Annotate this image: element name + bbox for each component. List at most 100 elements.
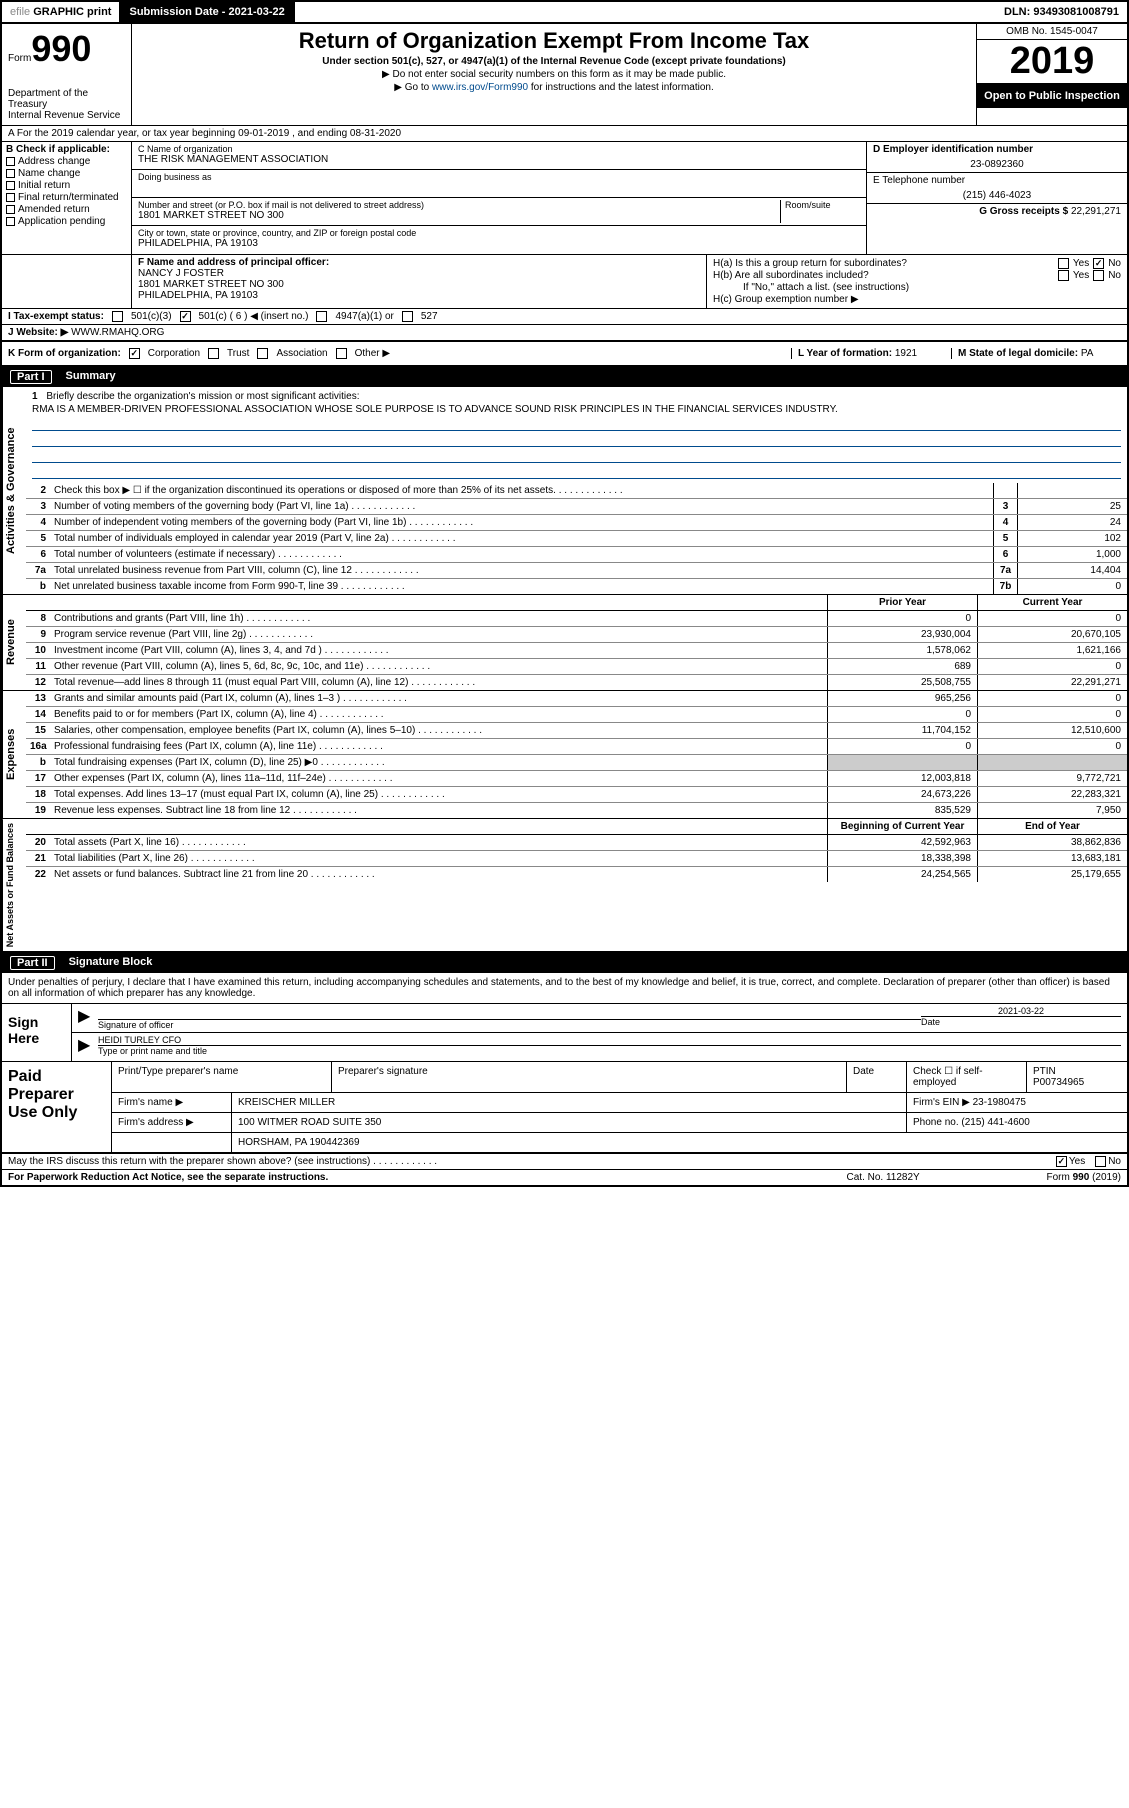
mission-text: RMA IS A MEMBER-DRIVEN PROFESSIONAL ASSO… xyxy=(32,404,1121,415)
officer-name: NANCY J FOSTER xyxy=(138,268,700,279)
k-assoc[interactable] xyxy=(257,348,268,359)
footer-right: Form 990 (2019) xyxy=(1047,1172,1121,1183)
header: Form990 Department of the Treasury Inter… xyxy=(2,24,1127,126)
chk-address[interactable]: Address change xyxy=(6,156,127,167)
mission-blank xyxy=(32,417,1121,431)
chk-amended[interactable]: Amended return xyxy=(6,204,127,215)
col-e: E Telephone number (215) 446-4023 xyxy=(867,173,1127,204)
expenses-section: Expenses 13Grants and similar amounts pa… xyxy=(2,691,1127,819)
current-year-hdr: Current Year xyxy=(977,595,1127,610)
hb-line: H(b) Are all subordinates included? Yes … xyxy=(713,270,1121,281)
mission-blank xyxy=(32,449,1121,463)
tax-year: 2019 xyxy=(977,40,1127,84)
k-other[interactable] xyxy=(336,348,347,359)
tax-501c[interactable]: ✓ xyxy=(180,311,191,322)
financial-line: bTotal fundraising expenses (Part IX, co… xyxy=(26,755,1127,771)
form-label: Form xyxy=(8,53,31,64)
ha-no[interactable]: ✓ xyxy=(1093,258,1104,269)
financial-line: 17Other expenses (Part IX, column (A), l… xyxy=(26,771,1127,787)
dln: DLN: 93493081008791 xyxy=(996,2,1127,22)
col-f: F Name and address of principal officer:… xyxy=(132,255,707,308)
ag-line: 3Number of voting members of the governi… xyxy=(26,499,1127,515)
c-name: C Name of organization THE RISK MANAGEME… xyxy=(132,142,866,170)
year-formed: 1921 xyxy=(895,348,917,359)
financial-line: 14Benefits paid to or for members (Part … xyxy=(26,707,1127,723)
ag-line: 4Number of independent voting members of… xyxy=(26,515,1127,531)
hb-no[interactable] xyxy=(1093,270,1104,281)
mission: 1 Briefly describe the organization's mi… xyxy=(26,387,1127,483)
financial-line: 21Total liabilities (Part X, line 26)18,… xyxy=(26,851,1127,867)
side-na: Net Assets or Fund Balances xyxy=(2,819,26,951)
col-b-empty xyxy=(2,255,132,308)
side-rev: Revenue xyxy=(2,595,26,690)
firm-name: KREISCHER MILLER xyxy=(232,1093,907,1112)
sig-declaration: Under penalties of perjury, I declare th… xyxy=(2,973,1127,1004)
side-ag: Activities & Governance xyxy=(2,387,26,594)
financial-line: 19Revenue less expenses. Subtract line 1… xyxy=(26,803,1127,818)
discuss-yes[interactable]: ✓ xyxy=(1056,1156,1067,1167)
sig-date: 2021-03-22 xyxy=(921,1006,1121,1017)
open-public: Open to Public Inspection xyxy=(977,84,1127,108)
header-right: OMB No. 1545-0047 2019 Open to Public In… xyxy=(977,24,1127,125)
efile-label: efile GRAPHIC print xyxy=(2,2,121,22)
website: WWW.RMAHQ.ORG xyxy=(71,327,164,338)
firm-city: HORSHAM, PA 190442369 xyxy=(232,1133,1127,1152)
col-b: B Check if applicable: Address change Na… xyxy=(2,142,132,254)
footer: For Paperwork Reduction Act Notice, see … xyxy=(2,1170,1127,1185)
sign-here-label: Sign Here xyxy=(2,1004,72,1061)
prep-row-3: Firm's address ▶ 100 WITMER ROAD SUITE 3… xyxy=(112,1113,1127,1133)
prior-year-hdr: Prior Year xyxy=(827,595,977,610)
activities-governance: Activities & Governance 1 Briefly descri… xyxy=(2,387,1127,595)
dept-treasury: Department of the Treasury Internal Reve… xyxy=(8,88,125,121)
tax-4947[interactable] xyxy=(316,311,327,322)
financial-line: 9Program service revenue (Part VIII, lin… xyxy=(26,627,1127,643)
phone: (215) 446-4023 xyxy=(873,190,1121,201)
ag-line: 7aTotal unrelated business revenue from … xyxy=(26,563,1127,579)
sig-officer-line[interactable] xyxy=(98,1006,921,1020)
financial-line: 8Contributions and grants (Part VIII, li… xyxy=(26,611,1127,627)
financial-line: 22Net assets or fund balances. Subtract … xyxy=(26,867,1127,882)
ag-lines: 1 Briefly describe the organization's mi… xyxy=(26,387,1127,594)
discuss-no[interactable] xyxy=(1095,1156,1106,1167)
main-title: Return of Organization Exempt From Incom… xyxy=(140,28,968,54)
header-mid: Return of Organization Exempt From Incom… xyxy=(132,24,977,125)
instr-link[interactable]: www.irs.gov/Form990 xyxy=(432,82,528,93)
chk-pending[interactable]: Application pending xyxy=(6,216,127,227)
netassets-section: Net Assets or Fund Balances Beginning of… xyxy=(2,819,1127,953)
tax-501c3[interactable] xyxy=(112,311,123,322)
chk-final[interactable]: Final return/terminated xyxy=(6,192,127,203)
financial-line: 10Investment income (Part VIII, column (… xyxy=(26,643,1127,659)
ptin: P00734965 xyxy=(1033,1077,1121,1088)
financial-line: 20Total assets (Part X, line 16)42,592,9… xyxy=(26,835,1127,851)
tax-527[interactable] xyxy=(402,311,413,322)
na-header: Beginning of Current Year End of Year xyxy=(26,819,1127,835)
ha-yes[interactable] xyxy=(1058,258,1069,269)
rev-lines: Prior Year Current Year 8Contributions a… xyxy=(26,595,1127,690)
sign-right: ▶ Signature of officer 2021-03-22 Date ▶… xyxy=(72,1004,1127,1061)
chk-name[interactable]: Name change xyxy=(6,168,127,179)
officer-addr1: 1801 MARKET STREET NO 300 xyxy=(138,279,700,290)
hb-note: If "No," attach a list. (see instruction… xyxy=(713,282,1121,293)
k-corp[interactable]: ✓ xyxy=(129,348,140,359)
form-number: 990 xyxy=(31,28,91,69)
row-a: A For the 2019 calendar year, or tax yea… xyxy=(2,126,1127,142)
hb-yes[interactable] xyxy=(1058,270,1069,281)
chk-initial[interactable]: Initial return xyxy=(6,180,127,191)
sig-row-2: ▶ HEIDI TURLEY CFO Type or print name an… xyxy=(72,1033,1127,1061)
footer-left: For Paperwork Reduction Act Notice, see … xyxy=(8,1172,847,1183)
instr-2: ▶ Go to www.irs.gov/Form990 for instruct… xyxy=(140,82,968,93)
sig-row-1: ▶ Signature of officer 2021-03-22 Date xyxy=(72,1004,1127,1033)
c-street: Number and street (or P.O. box if mail i… xyxy=(132,198,866,226)
pc-header: Prior Year Current Year xyxy=(26,595,1127,611)
ein: 23-0892360 xyxy=(873,159,1121,170)
col-d: D Employer identification number 23-0892… xyxy=(867,142,1127,173)
financial-line: 18Total expenses. Add lines 13–17 (must … xyxy=(26,787,1127,803)
prep-row-4: HORSHAM, PA 190442369 xyxy=(112,1133,1127,1152)
k-trust[interactable] xyxy=(208,348,219,359)
prep-row-2: Firm's name ▶ KREISCHER MILLER Firm's EI… xyxy=(112,1093,1127,1113)
officer-addr2: PHILADELPHIA, PA 19103 xyxy=(138,290,700,301)
financial-line: 11Other revenue (Part VIII, column (A), … xyxy=(26,659,1127,675)
side-exp: Expenses xyxy=(2,691,26,818)
instr-1: ▶ Do not enter social security numbers o… xyxy=(140,69,968,80)
hc-line: H(c) Group exemption number ▶ xyxy=(713,294,1121,305)
